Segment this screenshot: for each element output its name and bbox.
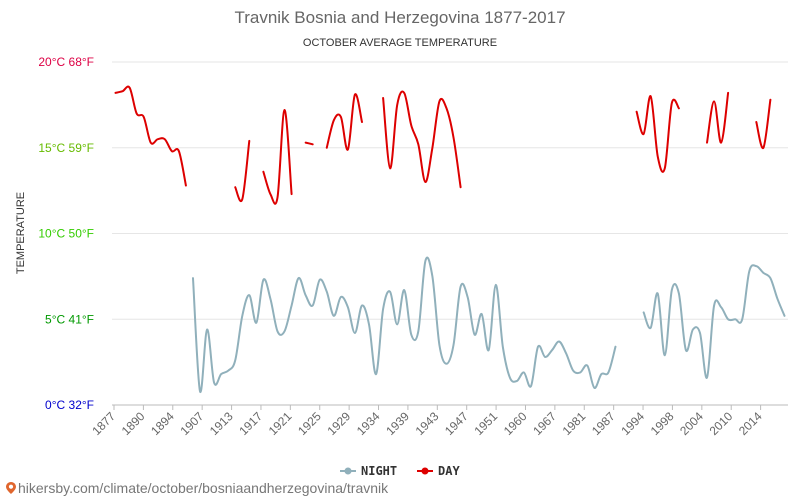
- legend-day-label: DAY: [438, 464, 460, 478]
- x-tick-label: 1947: [442, 409, 471, 438]
- y-tick-label: 10°C 50°F: [38, 227, 94, 241]
- x-tick-label: 1925: [295, 409, 324, 438]
- x-tick-label: 1907: [178, 409, 207, 438]
- x-tick-label: 1967: [530, 409, 559, 438]
- legend-night-marker: [344, 467, 352, 475]
- x-tick-label: 1929: [324, 409, 353, 438]
- x-tick-label: 1921: [266, 409, 295, 438]
- series-day-line: [114, 85, 187, 187]
- series-night-line: [642, 264, 786, 379]
- series-night-line: [191, 256, 617, 393]
- series-day-line: [262, 108, 293, 205]
- legend-day-marker: [421, 467, 429, 475]
- legend-item-day[interactable]: DAY: [417, 464, 460, 478]
- x-tick-label: 1981: [560, 409, 589, 438]
- y-tick-label: 20°C 68°F: [38, 55, 94, 69]
- y-tick-label: 5°C 41°F: [45, 312, 94, 326]
- series-day-line: [706, 91, 730, 144]
- x-tick-label: 1890: [119, 409, 148, 438]
- series-day-line: [325, 93, 363, 151]
- series-day-line: [755, 98, 772, 149]
- x-tick-label: 2010: [707, 409, 736, 438]
- y-tick-label: 0°C 32°F: [45, 398, 94, 412]
- x-tick-label: 1998: [648, 409, 677, 438]
- chart-title: Travnik Bosnia and Herzegovina 1877-2017: [234, 8, 565, 27]
- x-tick-label: 1951: [471, 409, 500, 438]
- footer-link[interactable]: hikersby.com/climate/october/bosniaandhe…: [18, 480, 389, 496]
- y-axis-ticks: 0°C 32°F 5°C 41°F 10°C 50°F 15°C 59°F 20°C 6…: [38, 55, 94, 412]
- x-tick-label: 1939: [383, 409, 412, 438]
- x-tick-label: 2014: [736, 409, 765, 438]
- x-tick-label: 1877: [89, 409, 118, 438]
- series-lines: [114, 85, 786, 393]
- y-tick-label: 15°C 59°F: [38, 141, 94, 155]
- grid: [112, 61, 788, 406]
- legend-night-label: NIGHT: [361, 464, 397, 478]
- map-pin-icon: [6, 482, 16, 494]
- x-tick-label: 1994: [618, 409, 647, 438]
- x-tick-label: 1943: [413, 409, 442, 438]
- series-day-line: [635, 95, 680, 173]
- legend-item-night[interactable]: NIGHT: [340, 464, 397, 478]
- footer[interactable]: hikersby.com/climate/october/bosniaandhe…: [6, 480, 388, 496]
- series-day-line: [382, 90, 462, 189]
- series-night: [191, 256, 786, 393]
- series-day-line: [234, 139, 251, 202]
- series-day: [114, 85, 772, 205]
- x-tick-label: 1894: [148, 409, 177, 438]
- x-tick-label: 1934: [354, 409, 383, 438]
- y-axis-label: TEMPERATURE: [15, 192, 27, 274]
- chart-subtitle: OCTOBER AVERAGE TEMPERATURE: [303, 37, 497, 49]
- x-tick-label: 1913: [207, 409, 236, 438]
- series-day-line: [304, 141, 314, 146]
- x-axis-ticks: 1877 1890 1894 1907 1913 1917 1921 1925 1929 1934…: [89, 405, 765, 438]
- x-tick-label: 2004: [677, 409, 706, 438]
- legend[interactable]: NIGHT DAY: [340, 464, 460, 478]
- x-tick-label: 1987: [589, 409, 618, 438]
- x-tick-label: 1960: [501, 409, 530, 438]
- x-tick-label: 1917: [236, 409, 265, 438]
